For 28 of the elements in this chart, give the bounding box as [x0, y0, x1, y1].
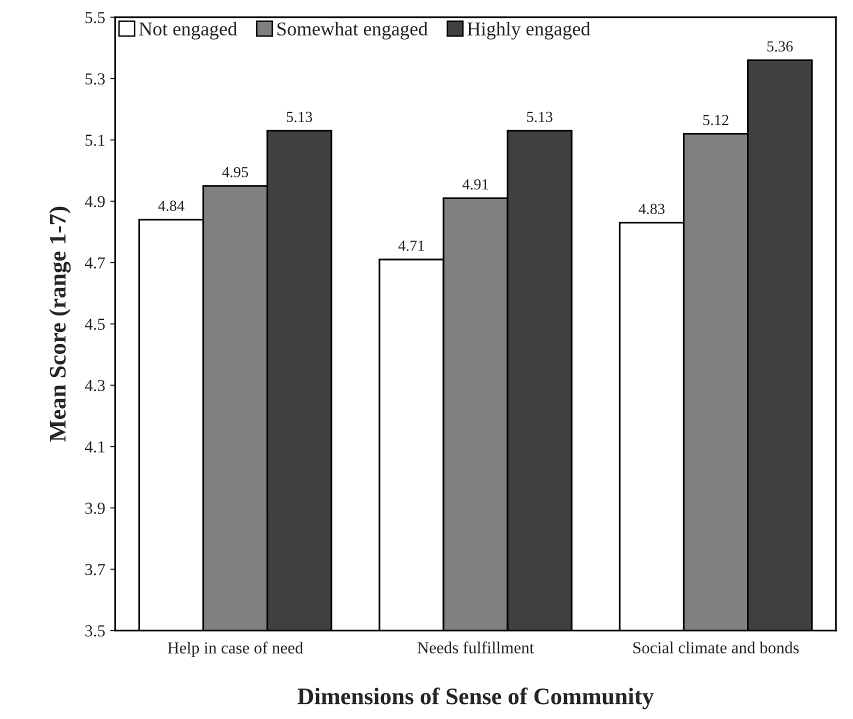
- legend-label: Somewhat engaged: [277, 22, 428, 40]
- x-tick-label: Needs fulfillment: [417, 642, 534, 654]
- data-label: 5.13: [527, 112, 552, 122]
- x-tick-label: Social climate and bonds: [633, 642, 799, 654]
- data-label: 5.13: [286, 112, 312, 122]
- y-tick-label: 4.7: [84, 257, 105, 269]
- data-label: 4.91: [462, 179, 488, 190]
- legend-label: Not engaged: [139, 22, 238, 40]
- y-tick-label: 3.9: [85, 502, 105, 514]
- y-tick-label: 4.9: [84, 196, 105, 208]
- y-tick-label: 4.3: [84, 380, 105, 392]
- y-tick-label: 4.5: [84, 318, 105, 330]
- data-label: 4.71: [398, 240, 424, 251]
- x-tick-label: Help in case of need: [168, 642, 304, 657]
- y-tick-label: 3.5: [85, 625, 105, 637]
- legend-label: Highly engaged: [467, 22, 590, 40]
- data-label: 4.84: [158, 200, 184, 212]
- x-axis-title: Dimensions of Sense of Community: [298, 688, 654, 710]
- y-tick-label: 5.3: [86, 73, 105, 85]
- data-label: 4.95: [222, 166, 248, 178]
- y-axis-title: Mean Score (range 1-7): [49, 206, 71, 442]
- data-label: 5.36: [767, 41, 793, 52]
- data-label: 4.83: [638, 204, 665, 214]
- y-tick-label: 5.5: [86, 12, 105, 24]
- data-label: 5.12: [703, 114, 728, 126]
- y-tick-label: 4.1: [84, 441, 104, 453]
- y-tick-label: 3.7: [85, 564, 105, 576]
- y-tick-label: 5.1: [86, 134, 104, 146]
